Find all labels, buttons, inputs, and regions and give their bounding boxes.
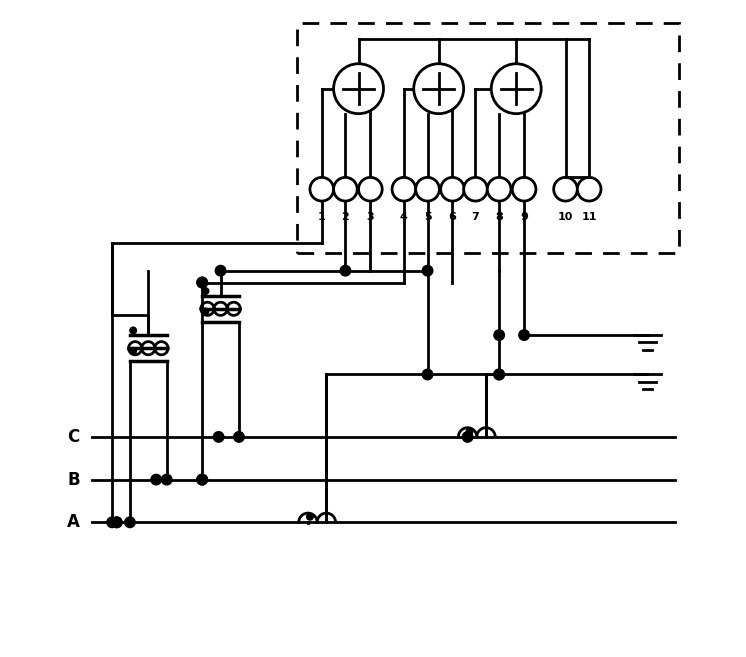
Circle shape [466,428,473,435]
Circle shape [422,369,433,380]
Circle shape [130,348,137,354]
Text: 2: 2 [342,212,349,221]
Circle shape [107,517,117,528]
Circle shape [577,177,601,201]
Text: 4: 4 [400,212,408,221]
Circle shape [310,177,333,201]
Circle shape [111,517,122,528]
Text: 8: 8 [495,212,503,221]
Text: 10: 10 [558,212,573,221]
Circle shape [392,177,416,201]
Circle shape [202,288,209,294]
Circle shape [333,177,357,201]
Circle shape [197,277,207,288]
Circle shape [151,474,161,485]
Circle shape [161,474,172,485]
Circle shape [519,330,530,340]
Circle shape [494,369,504,380]
Circle shape [487,177,511,201]
Circle shape [197,474,207,485]
Text: 11: 11 [581,212,597,221]
Circle shape [359,177,382,201]
Circle shape [202,308,209,315]
Circle shape [333,64,383,114]
Circle shape [463,432,473,442]
Circle shape [197,474,207,485]
Circle shape [494,330,504,340]
Circle shape [216,265,226,276]
Text: 7: 7 [471,212,480,221]
Text: 3: 3 [366,212,374,221]
Text: 1: 1 [318,212,326,221]
Text: 9: 9 [520,212,528,221]
Text: 6: 6 [448,212,457,221]
Circle shape [197,277,207,288]
Circle shape [513,177,536,201]
Circle shape [111,517,122,528]
Text: A: A [67,513,80,532]
Circle shape [130,327,137,334]
Circle shape [340,265,351,276]
Circle shape [492,64,541,114]
Circle shape [125,517,135,528]
Circle shape [307,514,313,520]
Circle shape [422,265,433,276]
Circle shape [416,177,439,201]
Text: 5: 5 [424,212,431,221]
Circle shape [414,64,464,114]
Circle shape [213,432,224,442]
Circle shape [441,177,464,201]
Circle shape [554,177,577,201]
Text: B: B [67,470,80,489]
Text: C: C [67,428,80,446]
Circle shape [464,177,487,201]
Circle shape [233,432,244,442]
Circle shape [494,369,504,380]
